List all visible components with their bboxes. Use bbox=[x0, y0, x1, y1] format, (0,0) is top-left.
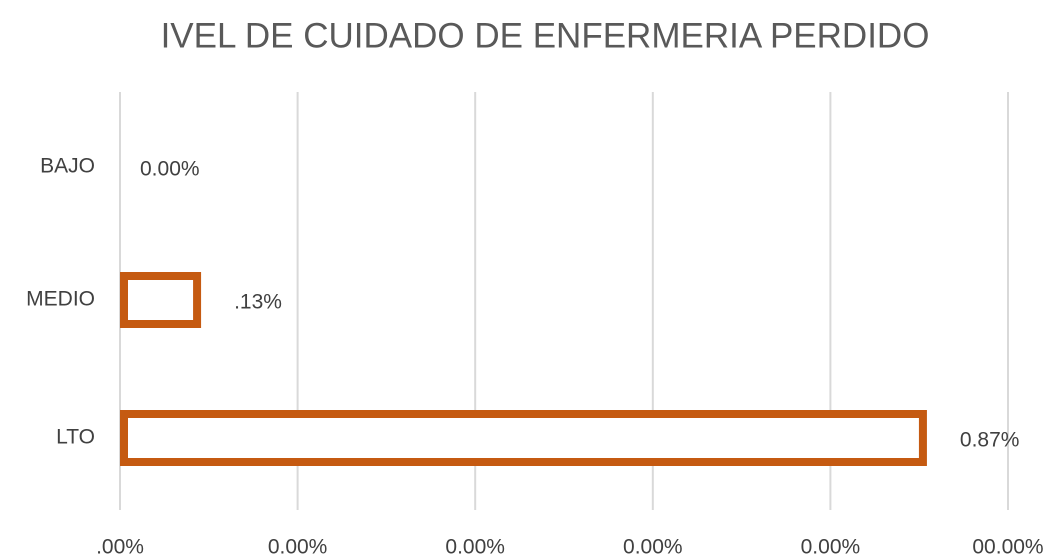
x-tick-label: 0.00% bbox=[445, 536, 505, 558]
chart-title: IVEL DE CUIDADO DE ENFERMERIA PERDIDO bbox=[161, 16, 930, 55]
data-label: 0.00% bbox=[140, 158, 200, 181]
bar bbox=[120, 410, 927, 466]
y-tick-label: LTO bbox=[56, 426, 95, 449]
y-tick-label: BAJO bbox=[40, 155, 95, 178]
x-tick-label: 00.00% bbox=[972, 536, 1043, 558]
x-tick-label: 0.00% bbox=[623, 536, 683, 558]
bar bbox=[120, 272, 202, 328]
data-label: 0.87% bbox=[960, 429, 1020, 452]
x-tick-label: 0.00% bbox=[268, 536, 328, 558]
x-tick-label: .00% bbox=[96, 536, 144, 558]
y-tick-label: MEDIO bbox=[26, 288, 95, 311]
x-tick-label: 0.00% bbox=[801, 536, 861, 558]
data-label: .13% bbox=[234, 291, 282, 314]
